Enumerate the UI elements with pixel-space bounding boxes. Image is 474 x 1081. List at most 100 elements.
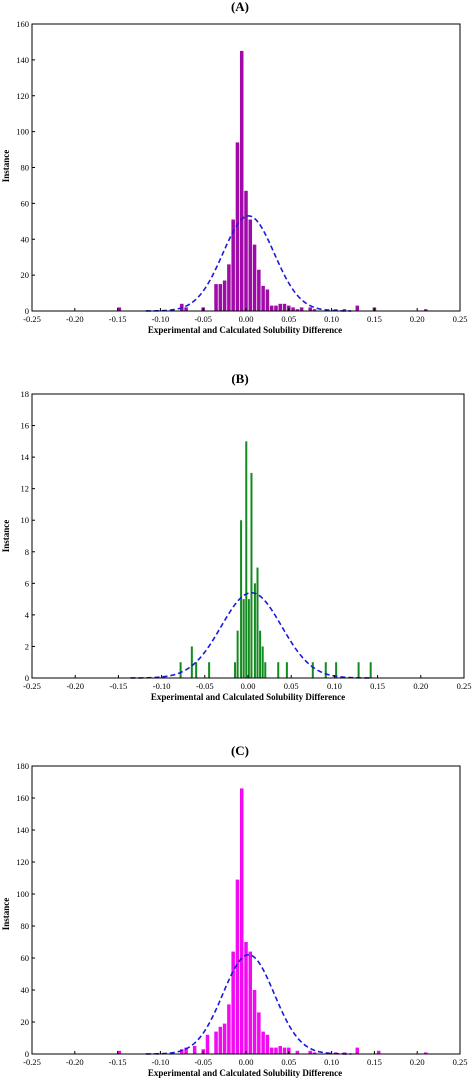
histogram-bar xyxy=(253,583,256,678)
x-tick-label: -0.25 xyxy=(23,681,41,691)
x-tick-label: -0.25 xyxy=(23,1057,41,1067)
y-tick-label: 60 xyxy=(21,198,30,208)
histogram-bar xyxy=(240,520,243,678)
x-tick-label: 0.15 xyxy=(367,1057,382,1067)
x-tick-label: 0.05 xyxy=(281,314,296,324)
histogram-bar xyxy=(214,1031,218,1054)
y-tick-label: 8 xyxy=(25,547,29,557)
histogram-bar xyxy=(195,662,198,678)
x-tick-label: -0.20 xyxy=(66,1057,84,1067)
y-tick-label: 16 xyxy=(21,421,30,431)
histogram-bar xyxy=(244,190,248,311)
histogram-bar xyxy=(287,1047,291,1054)
normal-fit-curve xyxy=(145,953,352,1055)
x-tick-label: 0.00 xyxy=(239,1057,254,1067)
histogram-bar xyxy=(278,303,282,311)
y-tick-label: 100 xyxy=(16,889,29,899)
histogram-bar xyxy=(117,1050,122,1054)
x-tick-label: -0.05 xyxy=(194,1057,212,1067)
panel-a-ylabel: Instance xyxy=(1,150,11,183)
histogram-bar xyxy=(252,244,257,311)
x-tick-label: -0.15 xyxy=(109,314,127,324)
x-tick-label: 0.10 xyxy=(324,314,339,324)
histogram-bar xyxy=(261,646,264,678)
panel-a: (A) -0.25 -0.20 -0.15 -0.10 -0.05 0.00 0.05 0.1… xyxy=(1,0,467,335)
x-tick-label: 0.05 xyxy=(281,1057,296,1067)
y-tick-label: 20 xyxy=(21,270,30,280)
histogram-bar xyxy=(184,1047,188,1054)
histogram-bar xyxy=(282,303,287,311)
histogram-bar xyxy=(214,284,218,311)
histogram-bar xyxy=(257,1012,261,1054)
x-tick-label: -0.05 xyxy=(194,314,212,324)
x-tick-label: -0.10 xyxy=(152,1057,170,1067)
y-tick-label: 140 xyxy=(16,55,29,65)
x-tick-label: 0.25 xyxy=(453,1057,468,1067)
histogram-bar xyxy=(234,662,237,678)
histogram-bar xyxy=(357,662,360,678)
histogram-bar xyxy=(335,662,338,678)
histogram-bar xyxy=(248,951,253,1054)
panel-b: (B) -0.25 -0.20 -0.15 -0.10 -0.05 0.00 0.05 0.1… xyxy=(1,371,471,702)
histogram-bar xyxy=(269,1047,274,1054)
histogram-bar xyxy=(291,307,295,311)
histogram-bar xyxy=(285,662,288,678)
x-tick-label: -0.10 xyxy=(153,681,171,691)
y-tick-label: 40 xyxy=(21,985,30,995)
x-tick-label: 0.10 xyxy=(324,1057,339,1067)
histogram-bar xyxy=(239,788,244,1054)
x-tick-label: -0.20 xyxy=(66,314,84,324)
y-tick-label: 4 xyxy=(25,610,30,620)
histogram-bar xyxy=(274,305,278,311)
histogram-bar xyxy=(205,1034,210,1054)
panel-c-ylabel: Instance xyxy=(1,898,11,931)
histogram-bar xyxy=(265,1034,270,1054)
histogram-bar xyxy=(312,309,317,311)
y-tick-label: 140 xyxy=(16,825,29,835)
histogram-bar xyxy=(247,599,250,678)
histogram-bar xyxy=(180,1049,184,1054)
panel-a-xlabel: Experimental and Calculated Solubility D… xyxy=(148,325,342,335)
histogram-bar xyxy=(355,1047,360,1054)
y-tick-label: 12 xyxy=(21,484,30,494)
histogram-bar xyxy=(227,1004,231,1054)
histogram-bar xyxy=(424,309,428,311)
x-tick-label: 0.00 xyxy=(241,681,256,691)
y-tick-label: 80 xyxy=(21,163,30,173)
x-tick-label: 0.25 xyxy=(453,314,468,324)
histogram-bar xyxy=(235,879,240,1054)
histogram-bar xyxy=(324,662,327,678)
histogram-bar xyxy=(355,305,360,311)
histogram-bar xyxy=(239,50,244,311)
y-tick-label: 2 xyxy=(25,641,29,651)
histogram-bar xyxy=(277,662,280,678)
histogram-bar xyxy=(282,1047,287,1054)
x-tick-label: 0.15 xyxy=(367,314,382,324)
histogram-bar xyxy=(265,289,270,311)
histogram-bar xyxy=(192,1046,197,1054)
panel-b-xlabel: Experimental and Calculated Solubility D… xyxy=(151,692,345,702)
x-tick-label: -0.25 xyxy=(23,314,41,324)
y-tick-label: 6 xyxy=(25,578,29,588)
normal-fit-curve xyxy=(145,215,352,312)
histogram-bar xyxy=(252,990,257,1054)
panel-c: (C) -0.25 -0.20 -0.15 -0.10 -0.05 0.00 0.05 0.1… xyxy=(1,743,467,1078)
histogram-bar xyxy=(424,1052,428,1054)
x-tick-label: 0.10 xyxy=(327,681,342,691)
histogram-bar xyxy=(222,280,227,311)
x-tick-label: -0.05 xyxy=(196,681,214,691)
histogram-bar xyxy=(299,307,304,311)
histogram-bar xyxy=(256,567,259,678)
histogram-bar xyxy=(311,662,314,678)
y-tick-label: 0 xyxy=(25,1049,29,1059)
y-tick-label: 0 xyxy=(25,673,29,683)
y-tick-label: 14 xyxy=(21,452,30,462)
histogram-bar xyxy=(190,646,193,678)
y-tick-label: 180 xyxy=(16,761,29,771)
panel-a-label: (A) xyxy=(231,0,249,14)
x-tick-label: 0.00 xyxy=(239,314,254,324)
y-tick-label: 20 xyxy=(21,1017,30,1027)
histogram-bar xyxy=(231,219,235,311)
panel-b-plot: -0.25 -0.20 -0.15 -0.10 -0.05 0.00 0.05 0.10 0.1… xyxy=(21,389,472,691)
x-tick-label: 0.20 xyxy=(413,681,428,691)
